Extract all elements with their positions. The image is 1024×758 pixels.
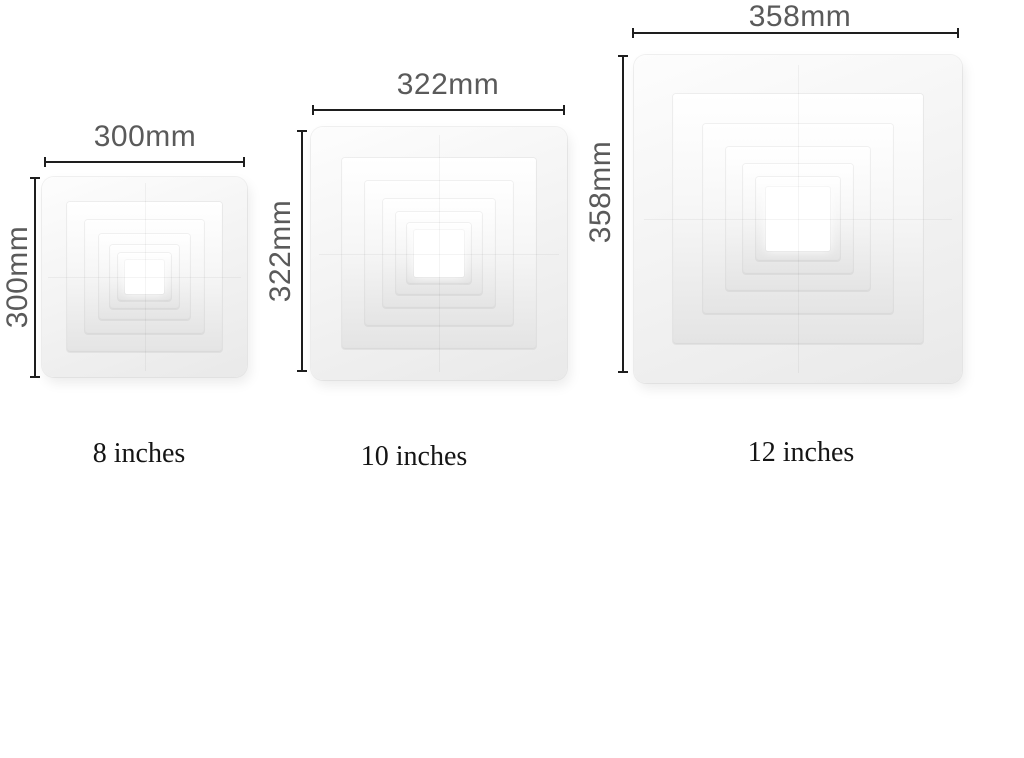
height-dimension-line <box>30 177 40 378</box>
product-8-inch: 300mm 300mm <box>0 0 260 758</box>
width-dimension-line <box>632 28 959 38</box>
vent-ring <box>110 245 179 309</box>
width-dimension-label: 300mm <box>93 120 197 153</box>
height-dimension-label: 322mm <box>264 199 297 303</box>
width-dimension-line <box>312 105 565 115</box>
vent-ring <box>726 147 870 291</box>
vent-grille-12-inch <box>634 55 962 383</box>
height-dimension-label: 300mm <box>1 225 34 329</box>
product-12-inch: 358mm 358mm <box>580 0 1024 758</box>
vent-ring <box>743 164 853 274</box>
vent-grille-8-inch <box>42 177 247 377</box>
vent-ring <box>396 212 482 295</box>
size-name-label: 12 inches <box>747 437 855 468</box>
vent-ring <box>406 222 472 285</box>
vent-ring <box>85 220 204 334</box>
vent-opening <box>124 259 165 295</box>
width-dimension-label: 358mm <box>748 0 852 33</box>
vent-outer-frame <box>311 127 567 380</box>
vent-ring <box>756 177 840 261</box>
vent-ring <box>118 253 171 301</box>
vent-opening <box>766 187 830 251</box>
size-name-label: 8 inches <box>92 438 186 469</box>
vent-ring <box>66 201 223 353</box>
height-dimension-line <box>618 55 628 373</box>
product-10-inch: 322mm 322mm <box>260 0 580 758</box>
vent-outer-frame <box>634 55 962 383</box>
width-dimension-line <box>44 157 245 167</box>
vent-ring <box>99 234 190 320</box>
width-dimension-label: 322mm <box>396 68 500 101</box>
height-dimension-line <box>297 130 307 372</box>
vent-grille-10-inch <box>311 127 567 380</box>
vent-ring <box>365 181 513 326</box>
height-dimension-label: 358mm <box>584 140 617 244</box>
vent-ring <box>341 157 537 350</box>
vent-ring <box>382 198 496 309</box>
size-name-label: 10 inches <box>360 441 468 472</box>
vent-outer-frame <box>42 177 247 377</box>
vent-ring <box>673 94 923 344</box>
vent-opening <box>414 230 464 277</box>
vent-ring <box>703 124 893 314</box>
